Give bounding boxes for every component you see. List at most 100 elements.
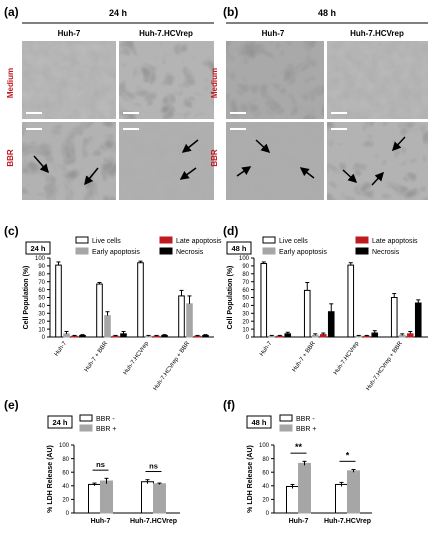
bar <box>327 311 335 338</box>
y-axis-label: % LDH Release (AU) <box>47 445 54 513</box>
row-label-bbr-a: BBR <box>6 149 15 167</box>
bar <box>390 297 398 338</box>
legend-label: BBR - <box>96 416 115 423</box>
y-tick-label: 60 <box>62 470 69 476</box>
bar <box>55 264 62 338</box>
y-tick-label: 40 <box>242 304 249 310</box>
legend-swatch <box>159 236 173 244</box>
bar <box>347 470 360 514</box>
y-tick-label: 40 <box>262 484 269 490</box>
y-tick-label: 0 <box>246 335 250 341</box>
bar <box>298 462 311 514</box>
col-label-a2: Huh-7.HCVrep <box>139 29 193 38</box>
x-tick-label: Huh-7 + BBR <box>292 340 318 373</box>
panel-label-c: (c) <box>4 224 19 238</box>
legend-swatch <box>355 236 369 244</box>
panel-label-d: (d) <box>223 224 238 238</box>
legend-swatch <box>279 414 293 422</box>
y-tick-label: 20 <box>38 319 45 325</box>
y-tick-label: 80 <box>262 457 269 463</box>
bar <box>406 333 414 338</box>
y-tick-label: 100 <box>239 256 250 262</box>
bar <box>194 335 201 338</box>
panel-label-b: (b) <box>223 5 238 19</box>
x-tick-label: Huh-7 + BBR <box>84 340 110 373</box>
y-tick-label: 60 <box>242 288 249 294</box>
legend-swatch <box>75 236 89 244</box>
y-tick-label: 20 <box>62 498 69 504</box>
x-tick-label: Huh-7.HCVrep + BBR <box>366 340 405 392</box>
x-tick-label: Huh-7.HCVrep <box>130 518 177 525</box>
legend-swatch <box>159 247 173 255</box>
micrograph-image <box>226 41 324 119</box>
y-tick-label: 100 <box>259 443 270 449</box>
time-badge-label: 24 h <box>30 244 45 253</box>
bar <box>153 483 166 514</box>
bar <box>153 335 160 338</box>
row-label-bbr-b: BBR <box>210 149 219 167</box>
time-label-a: 24 h <box>109 8 127 18</box>
legend-label: Early apoptosis <box>92 249 140 256</box>
y-tick-label: 90 <box>38 264 45 270</box>
y-tick-label: 40 <box>62 484 69 490</box>
y-tick-label: 0 <box>266 511 270 517</box>
row-label-medium-b: Medium <box>210 68 219 98</box>
y-tick-label: 50 <box>38 296 45 302</box>
time-badge <box>25 241 51 255</box>
legend-label: Live cells <box>92 238 121 245</box>
y-tick-label: 60 <box>38 288 45 294</box>
chart-e: 24 h BBR - BBR + 0 20 40 60 80 100 % LDH Release … <box>47 414 180 525</box>
y-tick-label: 10 <box>242 327 249 333</box>
legend-swatch <box>279 424 293 432</box>
y-tick-label: 70 <box>242 280 249 286</box>
bar <box>96 283 103 338</box>
y-tick-label: 100 <box>59 443 70 449</box>
legend-label: Live cells <box>279 238 308 245</box>
y-tick-label: 40 <box>38 304 45 310</box>
time-label-b: 48 h <box>318 8 336 18</box>
legend-swatch <box>262 236 276 244</box>
y-tick-label: 100 <box>35 256 46 262</box>
x-tick-label: Huh-7 <box>54 340 69 357</box>
legend-label: Late apoptosis <box>372 238 418 245</box>
bar <box>145 335 152 338</box>
bar <box>311 334 319 338</box>
y-axis-label: % LDH Release (AU) <box>247 445 254 513</box>
bar <box>71 335 78 338</box>
panel-label-f: (f) <box>223 398 235 412</box>
legend-swatch <box>355 247 369 255</box>
bar <box>161 334 168 338</box>
chart-f: 48 h BBR - BBR + 0 20 40 60 80 100 % LDH Release … <box>246 414 372 525</box>
micrograph-panel-a: 24 h Huh-7 Huh-7.HCVrep Medium BBR <box>6 8 214 200</box>
legend-label: Necrosis <box>372 249 400 256</box>
legend-label: Necrosis <box>176 249 204 256</box>
bar <box>347 264 355 338</box>
legend-label: BBR + <box>96 426 116 433</box>
bar <box>276 335 284 338</box>
significance-label: ns <box>96 460 105 469</box>
col-label-b1: Huh-7 <box>262 29 285 38</box>
legend-label: BBR + <box>296 426 316 433</box>
y-tick-label: 90 <box>242 264 249 270</box>
time-badge-label: 48 h <box>231 244 246 253</box>
bar <box>284 333 292 338</box>
y-tick-label: 80 <box>38 272 45 278</box>
y-tick-label: 50 <box>242 296 249 302</box>
y-tick-label: 0 <box>42 335 46 341</box>
bar <box>371 332 379 338</box>
legend-swatch <box>79 414 93 422</box>
y-tick-label: 10 <box>38 327 45 333</box>
bar <box>104 315 111 338</box>
x-tick-label: Huh-7 <box>91 518 111 525</box>
micrograph-image <box>119 122 214 200</box>
y-tick-label: 80 <box>242 272 249 278</box>
bar <box>303 289 311 338</box>
bar <box>79 334 86 338</box>
y-tick-label: 80 <box>62 457 69 463</box>
col-label-b2: Huh-7.HCVrep <box>350 29 404 38</box>
bar <box>268 335 276 338</box>
bar <box>178 295 185 338</box>
micrograph-image <box>327 41 428 119</box>
y-tick-label: 60 <box>262 470 269 476</box>
